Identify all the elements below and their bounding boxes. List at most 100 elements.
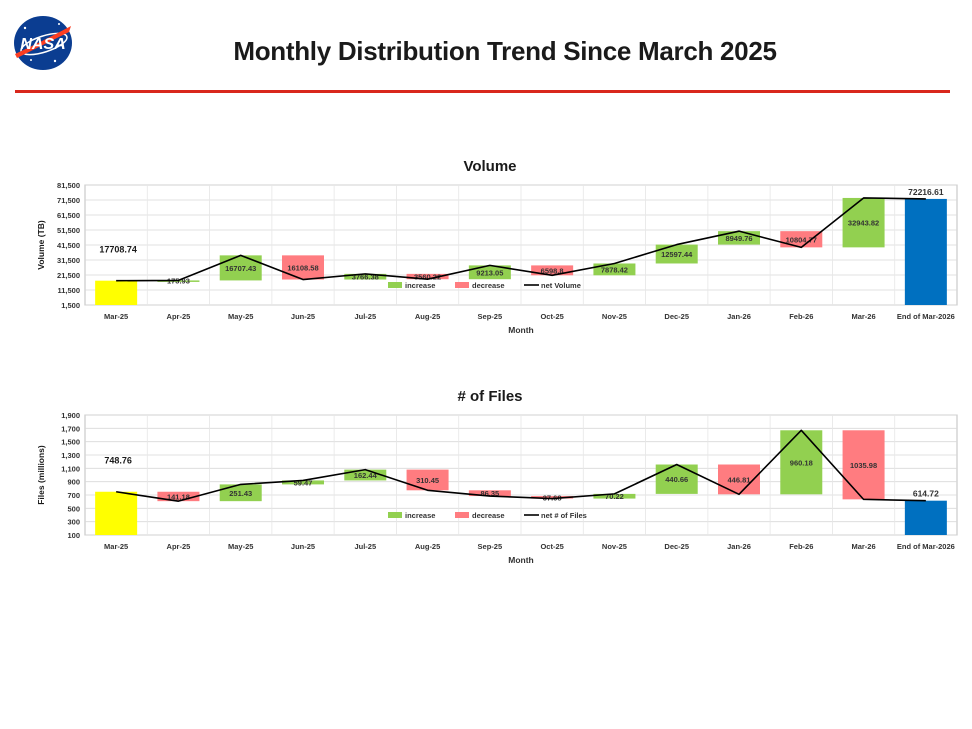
y-tick-label: 700 — [67, 491, 80, 500]
decrease-bar — [531, 265, 574, 276]
y-tick-label: 61,500 — [57, 211, 80, 220]
legend-label-decrease: decrease — [472, 511, 505, 520]
x-tick-label: End of Mar-2026 — [897, 312, 955, 321]
x-tick-label: Sep-25 — [478, 312, 503, 321]
data-label: 1035.98 — [850, 461, 877, 470]
data-label: 70.22 — [605, 492, 624, 501]
x-tick-label: Jan-26 — [727, 312, 751, 321]
x-tick-label: Jun-25 — [291, 542, 315, 551]
data-label: 7878.42 — [601, 265, 628, 274]
data-label: 310.45 — [416, 476, 439, 485]
data-label: 6598.8 — [541, 266, 564, 275]
legend-swatch-increase — [388, 512, 402, 518]
decrease-bar — [531, 496, 574, 499]
legend-label-decrease: decrease — [472, 281, 505, 290]
y-axis-title: Volume (TB) — [36, 220, 46, 270]
data-label: 9213.05 — [476, 268, 503, 277]
data-label: 16108.58 — [287, 263, 318, 272]
end-bar — [904, 500, 947, 535]
data-label: 10804.77 — [786, 235, 817, 244]
x-tick-label: Oct-25 — [540, 542, 563, 551]
data-label: 748.76 — [104, 456, 132, 466]
increase-bar — [655, 244, 698, 264]
decrease-bar — [842, 430, 885, 500]
y-tick-label: 300 — [67, 518, 80, 527]
x-tick-label: Dec-25 — [664, 542, 689, 551]
increase-bar — [593, 263, 636, 276]
x-tick-label: Apr-25 — [167, 542, 191, 551]
y-tick-label: 1,100 — [61, 464, 80, 473]
increase-bar — [344, 469, 387, 481]
legend-label-increase: increase — [405, 511, 435, 520]
increase-bar — [344, 273, 387, 280]
decrease-bar — [282, 255, 324, 280]
legend: increase decrease net Volume — [388, 281, 581, 290]
x-tick-label: Feb-26 — [789, 542, 813, 551]
increase-bar — [219, 255, 262, 281]
data-label: 3766.38 — [352, 273, 379, 282]
x-tick-label: May-25 — [228, 542, 253, 551]
x-tick-label: Aug-25 — [415, 542, 440, 551]
x-tick-label: Aug-25 — [415, 312, 440, 321]
x-tick-label: Mar-26 — [851, 542, 875, 551]
data-label: 12597.44 — [661, 250, 693, 259]
y-tick-label: 1,500 — [61, 301, 80, 310]
y-tick-label: 500 — [67, 504, 80, 513]
x-tick-label: Mar-25 — [104, 312, 128, 321]
increase-bar — [655, 464, 698, 494]
data-label: 72216.61 — [908, 187, 944, 197]
y-tick-label: 11,500 — [57, 286, 80, 295]
x-tick-label: Apr-25 — [167, 312, 191, 321]
decrease-bar — [468, 490, 511, 497]
x-tick-label: Nov-25 — [602, 312, 627, 321]
legend-label-net: net # of Files — [541, 511, 587, 520]
x-axis-title: Month — [508, 555, 534, 565]
x-tick-label: May-25 — [228, 312, 253, 321]
data-label: 86.35 — [480, 489, 499, 498]
y-tick-label: 51,500 — [57, 226, 80, 235]
increase-bar — [468, 265, 511, 280]
net-line — [116, 429, 926, 502]
x-tick-label: Mar-25 — [104, 542, 128, 551]
data-label: 614.72 — [913, 489, 939, 499]
data-label: 8949.76 — [725, 234, 752, 243]
legend-label-increase: increase — [405, 281, 435, 290]
title-divider — [15, 90, 950, 93]
volume-chart: Volume 1,500 11,500 21,500 31,500 41,500 51,50… — [36, 158, 958, 335]
y-tick-label: 100 — [67, 531, 80, 540]
decrease-bar — [406, 469, 449, 491]
y-tick-label: 900 — [67, 478, 80, 487]
x-tick-label: Dec-25 — [664, 312, 689, 321]
y-tick-label: 81,500 — [57, 181, 80, 190]
x-tick-label: Jul-25 — [354, 542, 376, 551]
y-tick-label: 1,900 — [61, 411, 80, 420]
x-tick-label: Nov-25 — [602, 542, 627, 551]
files-chart: # of Files 100 300 500 700 900 1,100 1,300 1,500… — [36, 388, 958, 565]
x-tick-label: Jan-26 — [727, 542, 751, 551]
data-label: 960.18 — [790, 458, 813, 467]
y-tick-label: 21,500 — [57, 271, 80, 280]
legend-label-net: net Volume — [541, 281, 581, 290]
increase-bar — [842, 197, 885, 248]
legend-swatch-decrease — [455, 282, 469, 288]
y-tick-label: 71,500 — [57, 196, 80, 205]
decrease-bar — [157, 491, 200, 502]
y-tick-label: 1,500 — [61, 438, 80, 447]
legend: increase decrease net # of Files — [388, 511, 587, 520]
y-tick-label: 31,500 — [57, 256, 80, 265]
data-label: 59.47 — [294, 478, 313, 487]
x-tick-label: End of Mar-2026 — [897, 542, 955, 551]
legend-swatch-decrease — [455, 512, 469, 518]
x-tick-label: Jul-25 — [354, 312, 376, 321]
decrease-bar — [406, 273, 449, 280]
chart-title: Volume — [463, 158, 516, 175]
increase-bar — [282, 480, 324, 485]
x-tick-label: Feb-26 — [789, 312, 813, 321]
start-bar — [95, 280, 138, 305]
page-title: Monthly Distribution Trend Since March 2… — [233, 36, 777, 66]
increase-bar — [219, 484, 262, 502]
x-tick-label: Jun-25 — [291, 312, 315, 321]
data-label: 141.18 — [167, 492, 190, 501]
data-label: 17708.74 — [99, 245, 137, 255]
y-tick-label: 1,300 — [61, 451, 80, 460]
